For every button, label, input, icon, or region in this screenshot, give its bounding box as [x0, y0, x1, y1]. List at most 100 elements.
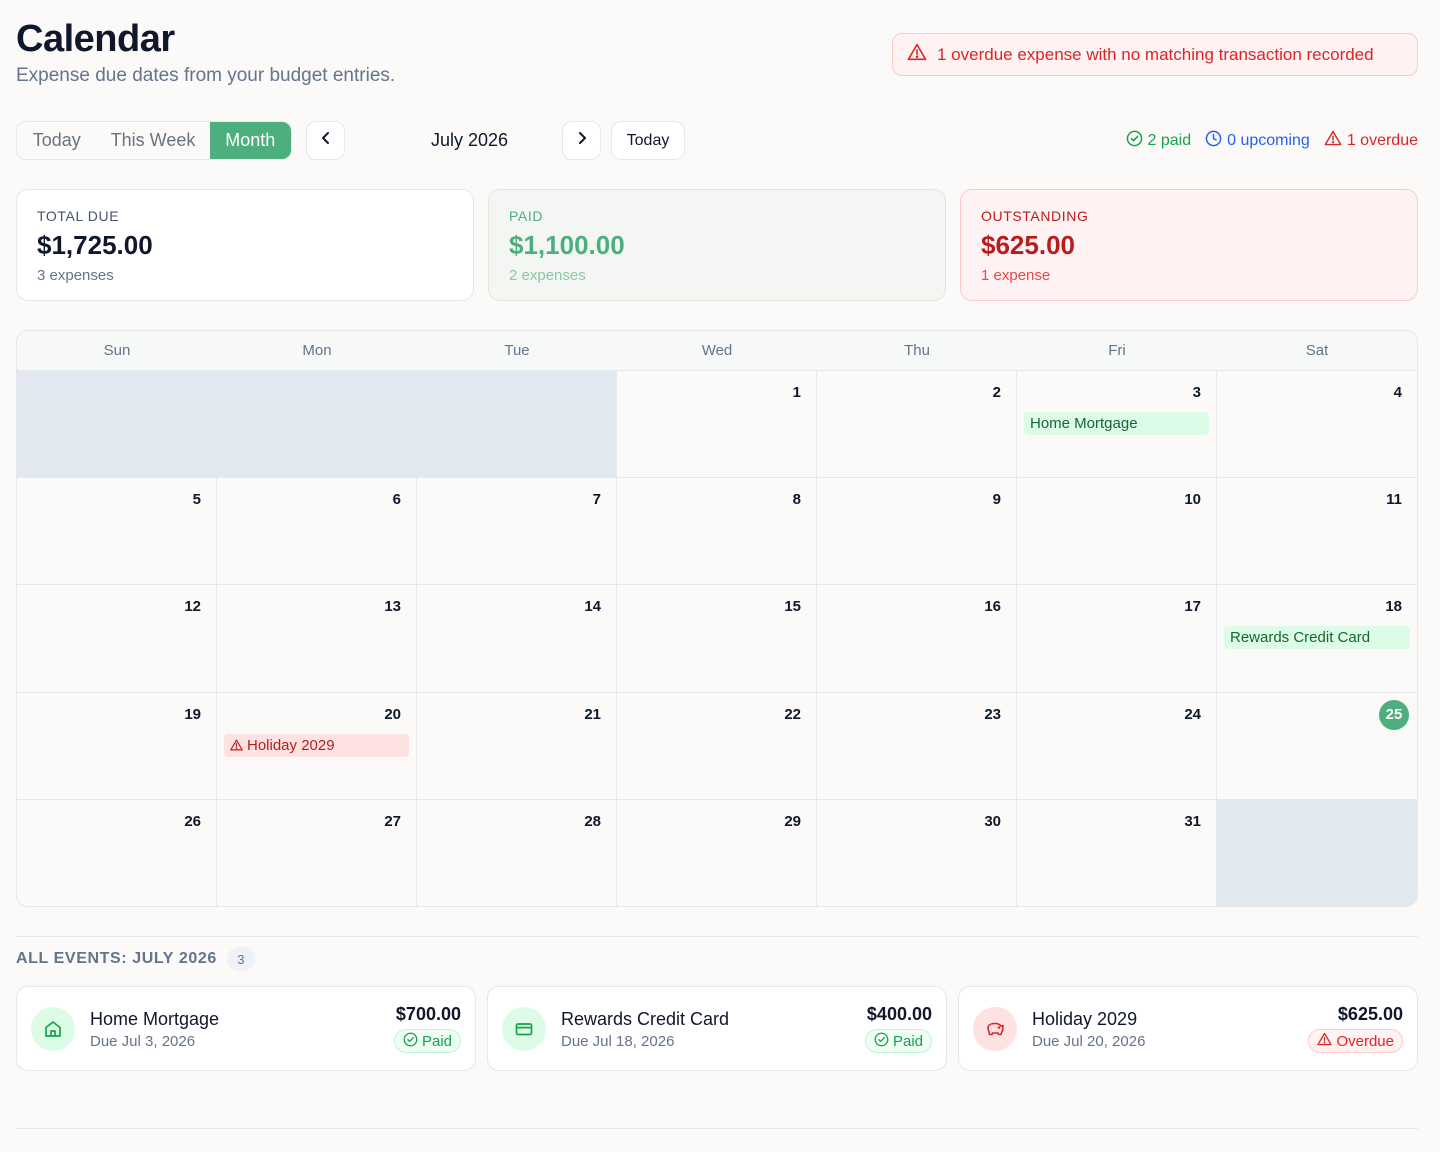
calendar-day-cell[interactable]: 31: [1017, 799, 1217, 906]
calendar-day-cell[interactable]: 21: [417, 692, 617, 800]
month-calendar: Sun Mon Tue Wed Thu Fri Sat 1 2 3 Home Mort…: [16, 330, 1418, 907]
paid-label: PAID: [509, 208, 544, 224]
day-number: 30: [984, 812, 1001, 830]
paid-card: PAID $1,100.00 2 expenses: [488, 189, 946, 301]
day-number: 26: [184, 812, 201, 830]
event-card[interactable]: Home Mortgage Due Jul 3, 2026 $700.00 Pa…: [16, 986, 476, 1071]
day-number: 11: [1386, 491, 1402, 509]
status-legend: 2 paid 0 upcoming 1 overdue: [1126, 121, 1418, 160]
calendar-day-cell[interactable]: 9: [817, 478, 1017, 586]
event-card[interactable]: Rewards Credit Card Due Jul 18, 2026 $40…: [487, 986, 947, 1071]
weekday-sat: Sat: [1305, 342, 1329, 359]
calendar-day-cell[interactable]: 11: [1217, 478, 1417, 586]
calendar-day-cell[interactable]: 15: [617, 585, 817, 693]
legend-upcoming-label: 0 upcoming: [1227, 131, 1310, 149]
check-circle-icon: [874, 1032, 889, 1051]
calendar-day-cell[interactable]: 10: [1017, 478, 1217, 586]
calendar-day-cell[interactable]: 24: [1017, 692, 1217, 800]
status-label: Overdue: [1336, 1032, 1394, 1050]
calendar-empty-cell: [17, 371, 217, 479]
calendar-day-cell[interactable]: 6: [217, 478, 417, 586]
calendar-event-chip[interactable]: Home Mortgage: [1024, 412, 1209, 435]
day-number: 5: [192, 491, 201, 509]
calendar-grid: 1 2 3 Home Mortgage 4 5 6 7 8 9 10 11 12 13 14 15 16 17 18…: [17, 371, 1417, 906]
weekday-sun: Sun: [103, 342, 131, 359]
home-icon: [31, 1007, 75, 1051]
alert-text: 1 overdue expense with no matching trans…: [937, 44, 1374, 64]
day-number: 18: [1385, 598, 1402, 616]
legend-overdue: 1 overdue: [1324, 130, 1418, 151]
calendar-day-cell[interactable]: 13: [217, 585, 417, 693]
total-due-amount: $1,725.00: [37, 230, 153, 260]
day-number: 31: [1184, 812, 1201, 830]
warning-icon: [907, 43, 927, 66]
event-due-date: Due Jul 18, 2026: [561, 1033, 675, 1050]
calendar-day-cell[interactable]: 1: [617, 371, 817, 479]
events-header: ALL EVENTS: JULY 2026 3: [16, 947, 255, 971]
calendar-empty-cell: [1217, 799, 1417, 906]
weekday-fri: Fri: [1108, 342, 1126, 359]
piggy-bank-icon: [973, 1007, 1017, 1051]
calendar-day-cell[interactable]: 22: [617, 692, 817, 800]
calendar-event-chip[interactable]: Rewards Credit Card: [1224, 626, 1410, 650]
calendar-day-cell[interactable]: 3 Home Mortgage: [1017, 371, 1217, 479]
paid-count: 2 expenses: [509, 267, 586, 284]
calendar-day-cell[interactable]: 23: [817, 692, 1017, 800]
calendar-day-cell[interactable]: 29: [617, 799, 817, 906]
page-title: Calendar: [16, 18, 175, 60]
calendar-day-cell[interactable]: 16: [817, 585, 1017, 693]
calendar-day-cell[interactable]: 26: [17, 799, 217, 906]
credit-card-icon: [502, 1007, 546, 1051]
previous-month-button[interactable]: [306, 121, 345, 160]
outstanding-count: 1 expense: [981, 267, 1051, 284]
day-number: 17: [1184, 598, 1201, 616]
events-title: ALL EVENTS: JULY 2026: [16, 950, 217, 967]
day-number: 28: [584, 812, 601, 830]
warning-icon: [1317, 1032, 1333, 1050]
calendar-day-cell[interactable]: 4: [1217, 371, 1417, 479]
calendar-day-cell[interactable]: 30: [817, 799, 1017, 906]
day-number: 1: [792, 384, 801, 401]
page-subtitle: Expense due dates from your budget entri…: [16, 65, 396, 86]
calendar-day-cell[interactable]: 5: [17, 478, 217, 586]
calendar-day-cell[interactable]: 7: [417, 478, 617, 586]
view-week-tab[interactable]: This Week: [110, 130, 196, 150]
calendar-day-cell[interactable]: 18 Rewards Credit Card: [1217, 585, 1417, 693]
calendar-day-cell[interactable]: 25: [1217, 693, 1417, 800]
event-amount: $700.00: [395, 1004, 461, 1024]
status-badge: Overdue: [1308, 1029, 1403, 1053]
overdue-alert[interactable]: 1 overdue expense with no matching trans…: [892, 33, 1418, 76]
footer-divider: [16, 1128, 1418, 1129]
calendar-day-cell[interactable]: 28: [417, 799, 617, 906]
day-number: 14: [584, 598, 601, 616]
calendar-day-cell[interactable]: 19: [17, 692, 217, 800]
weekday-thu: Thu: [904, 342, 930, 359]
legend-overdue-label: 1 overdue: [1346, 131, 1418, 149]
calendar-day-cell[interactable]: 2: [817, 371, 1017, 479]
event-name: Home Mortgage: [90, 1009, 220, 1029]
day-number: 27: [384, 812, 401, 830]
status-badge: Paid: [864, 1029, 932, 1053]
calendar-day-cell[interactable]: 17: [1017, 585, 1217, 693]
day-number: 6: [392, 491, 401, 509]
event-due-date: Due Jul 3, 2026: [90, 1033, 196, 1050]
status-label: Paid: [421, 1032, 452, 1050]
calendar-event-chip[interactable]: Holiday 2029: [224, 733, 409, 757]
calendar-day-cell[interactable]: 20 Holiday 2029: [217, 692, 417, 800]
legend-upcoming: 0 upcoming: [1205, 130, 1310, 152]
day-number: 16: [984, 598, 1001, 616]
calendar-day-cell[interactable]: 14: [417, 585, 617, 693]
view-today-tab[interactable]: Today: [32, 130, 81, 150]
event-card[interactable]: Holiday 2029 Due Jul 20, 2026 $625.00 Ov…: [958, 986, 1418, 1071]
calendar-day-cell[interactable]: 27: [217, 799, 417, 906]
calendar-day-cell[interactable]: 12: [17, 585, 217, 693]
calendar-event-label: Rewards Credit Card: [1230, 629, 1371, 647]
calendar-day-cell[interactable]: 8: [617, 478, 817, 586]
view-month-tab[interactable]: Month: [209, 122, 291, 159]
today-button[interactable]: Today: [611, 121, 685, 160]
day-number: 15: [784, 598, 801, 616]
current-month-label: July 2026: [430, 130, 509, 150]
view-switcher: Today This Week Month: [16, 121, 292, 160]
next-month-button[interactable]: [562, 121, 601, 160]
legend-paid: 2 paid: [1126, 130, 1191, 152]
